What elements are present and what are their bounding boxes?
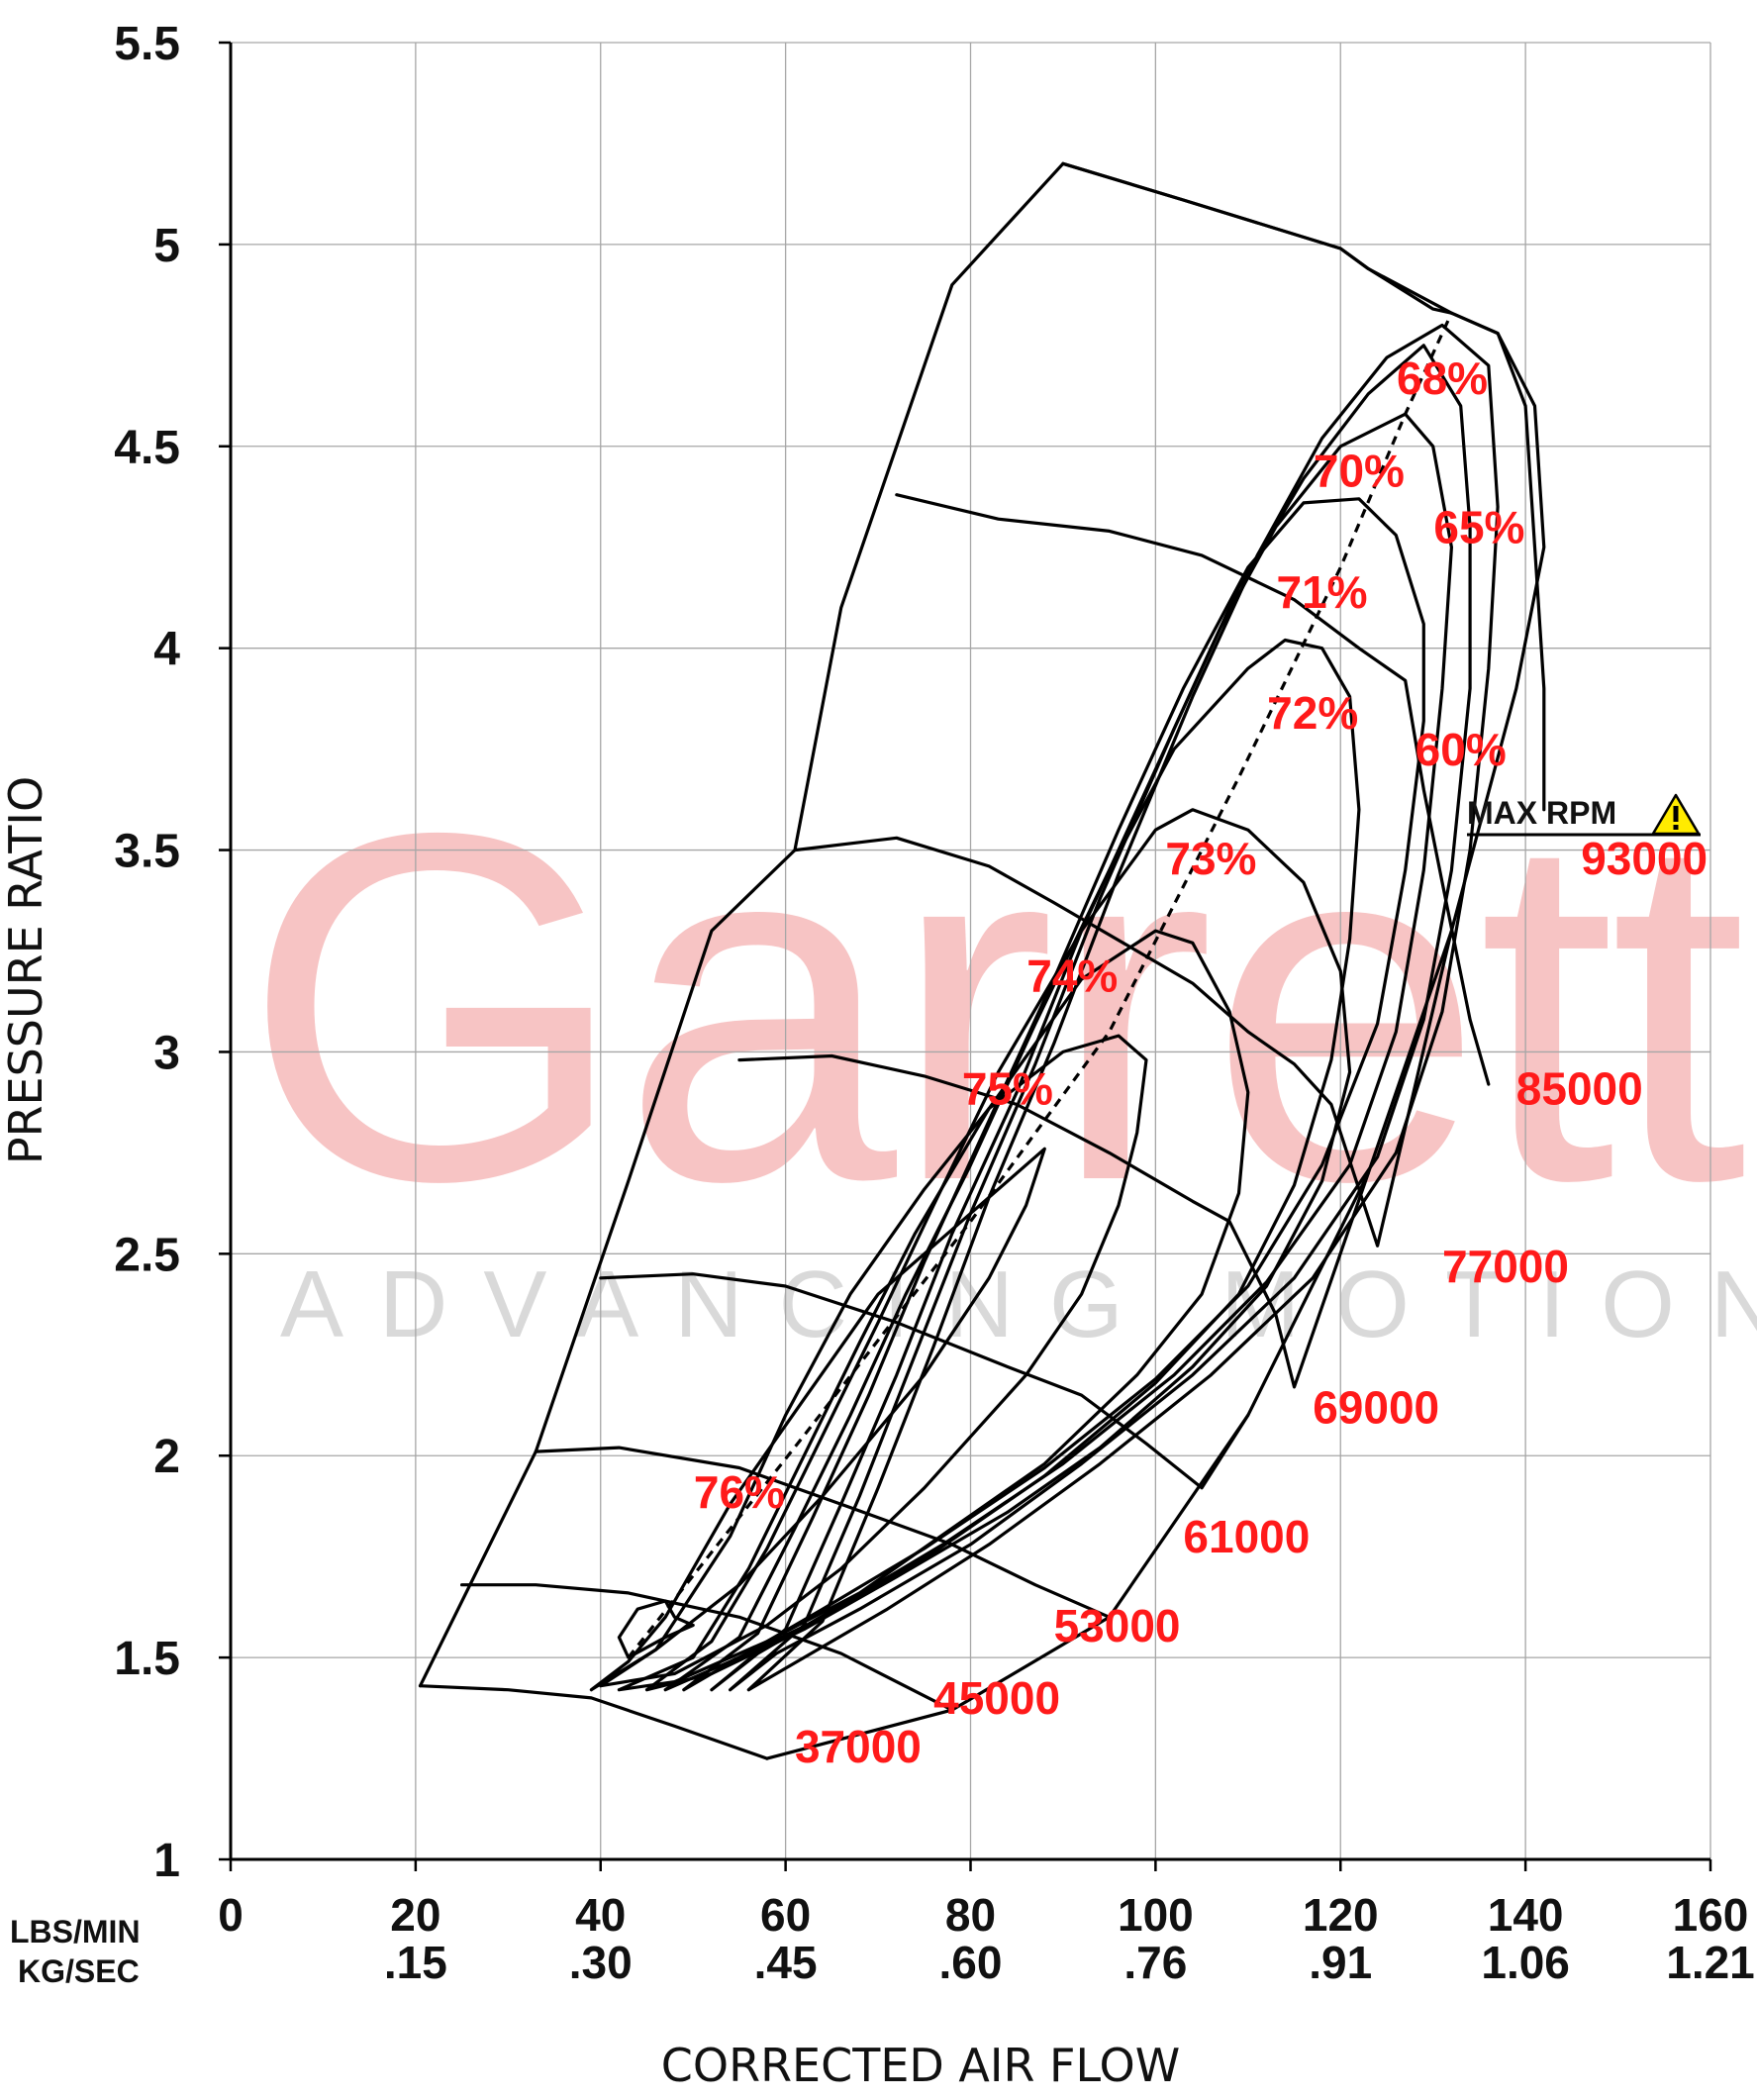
speed-label: 37000 [795, 1721, 922, 1772]
efficiency-label: 71% [1277, 566, 1368, 618]
y-tick-label: 3 [153, 1027, 180, 1079]
y-tick-label: 2.5 [114, 1229, 180, 1281]
y-tick-label: 4.5 [114, 422, 180, 474]
y-tick-label: 1.5 [114, 1633, 180, 1685]
warning-icon [1651, 793, 1701, 836]
x-tick-label: 100 [1118, 1889, 1194, 1941]
x-tick-label: 160 [1673, 1889, 1749, 1941]
efficiency-label: 65% [1433, 502, 1524, 553]
speed-line [418, 1684, 769, 1760]
peak-efficiency-line [627, 312, 1453, 1659]
efficiency-label: 70% [1314, 446, 1405, 497]
x-tick-label: 20 [390, 1889, 440, 1941]
y-axis-title: PRESSURE RATIO [0, 776, 52, 1164]
max-rpm-label: MAX RPM [1467, 795, 1616, 831]
axes: 0 20.15 40.30 60.45 80.60 100.76 120.91 1401.06… [114, 18, 1755, 1988]
plot-area [418, 161, 1546, 1760]
x-unit-secondary: KG/SEC [18, 1953, 140, 1989]
efficiency-label: 74% [1026, 950, 1118, 1001]
x-tick-label: 120 [1303, 1889, 1379, 1941]
x-tick-label: 0 [218, 1889, 244, 1941]
speed-label: 93000 [1581, 833, 1708, 884]
efficiency-island [644, 808, 1352, 1692]
efficiency-label: 73% [1165, 833, 1256, 884]
speed-line [599, 1272, 1250, 1490]
x2-tick-label: .45 [754, 1937, 818, 1988]
speed-line [534, 1446, 1112, 1619]
speed-line [460, 1583, 954, 1712]
y-tick-label: 2 [153, 1431, 180, 1483]
x2-tick-label: 1.06 [1481, 1937, 1570, 1988]
x-axis-title: CORRECTED AIR FLOW [661, 2039, 1180, 2092]
x2-tick-label: .60 [939, 1937, 1003, 1988]
x-tick-label: 140 [1488, 1889, 1564, 1941]
efficiency-island [599, 1034, 1148, 1688]
x-tick-label: 80 [945, 1889, 996, 1941]
efficiency-island [729, 344, 1472, 1692]
y-tick-label: 4 [153, 624, 180, 676]
efficiency-label: 72% [1267, 687, 1358, 739]
x2-tick-label: 1.21 [1666, 1937, 1755, 1988]
y-tick-label: 5 [153, 220, 180, 272]
x-unit-primary: LBS/MIN [10, 1914, 141, 1950]
x2-tick-label: .30 [569, 1937, 633, 1988]
x2-tick-label: .76 [1123, 1937, 1187, 1988]
efficiency-island [710, 412, 1453, 1692]
x-tick-label: 40 [575, 1889, 626, 1941]
efficiency-label: 60% [1415, 724, 1507, 775]
y-tick-label: 3.5 [114, 826, 180, 878]
efficiency-island [682, 497, 1425, 1692]
speed-label: 53000 [1054, 1600, 1181, 1651]
y-tick-label: 5.5 [114, 18, 180, 70]
choke-line [765, 311, 1546, 1760]
speed-label: 61000 [1183, 1511, 1310, 1562]
efficiency-label: 76% [694, 1466, 785, 1518]
x-tick-label: 60 [760, 1889, 811, 1941]
series-labels: 76% 75% 74% 73% 72% 71% 70% 68% 65% 60% 3700045000… [694, 352, 1708, 1772]
surge-line [418, 161, 1453, 1688]
max-rpm-marker: MAX RPM [1467, 793, 1701, 837]
speed-label: 77000 [1442, 1241, 1569, 1292]
watermark-tagline: ADVANCING MOTION [280, 1251, 1757, 1357]
y-tick-label: 1 [153, 1835, 180, 1887]
speed-line [737, 1053, 1370, 1389]
efficiency-label: 75% [962, 1062, 1053, 1114]
efficiency-island [617, 929, 1250, 1692]
efficiency-label: 68% [1397, 352, 1488, 404]
speed-line [793, 836, 1453, 1248]
speed-label: 69000 [1313, 1382, 1439, 1434]
efficiency-island [746, 323, 1500, 1692]
speed-label: 85000 [1516, 1062, 1643, 1114]
efficiency-island [589, 1147, 1046, 1692]
x2-tick-label: .91 [1309, 1937, 1372, 1988]
speed-label: 45000 [933, 1672, 1060, 1724]
x2-tick-label: .15 [384, 1937, 447, 1988]
